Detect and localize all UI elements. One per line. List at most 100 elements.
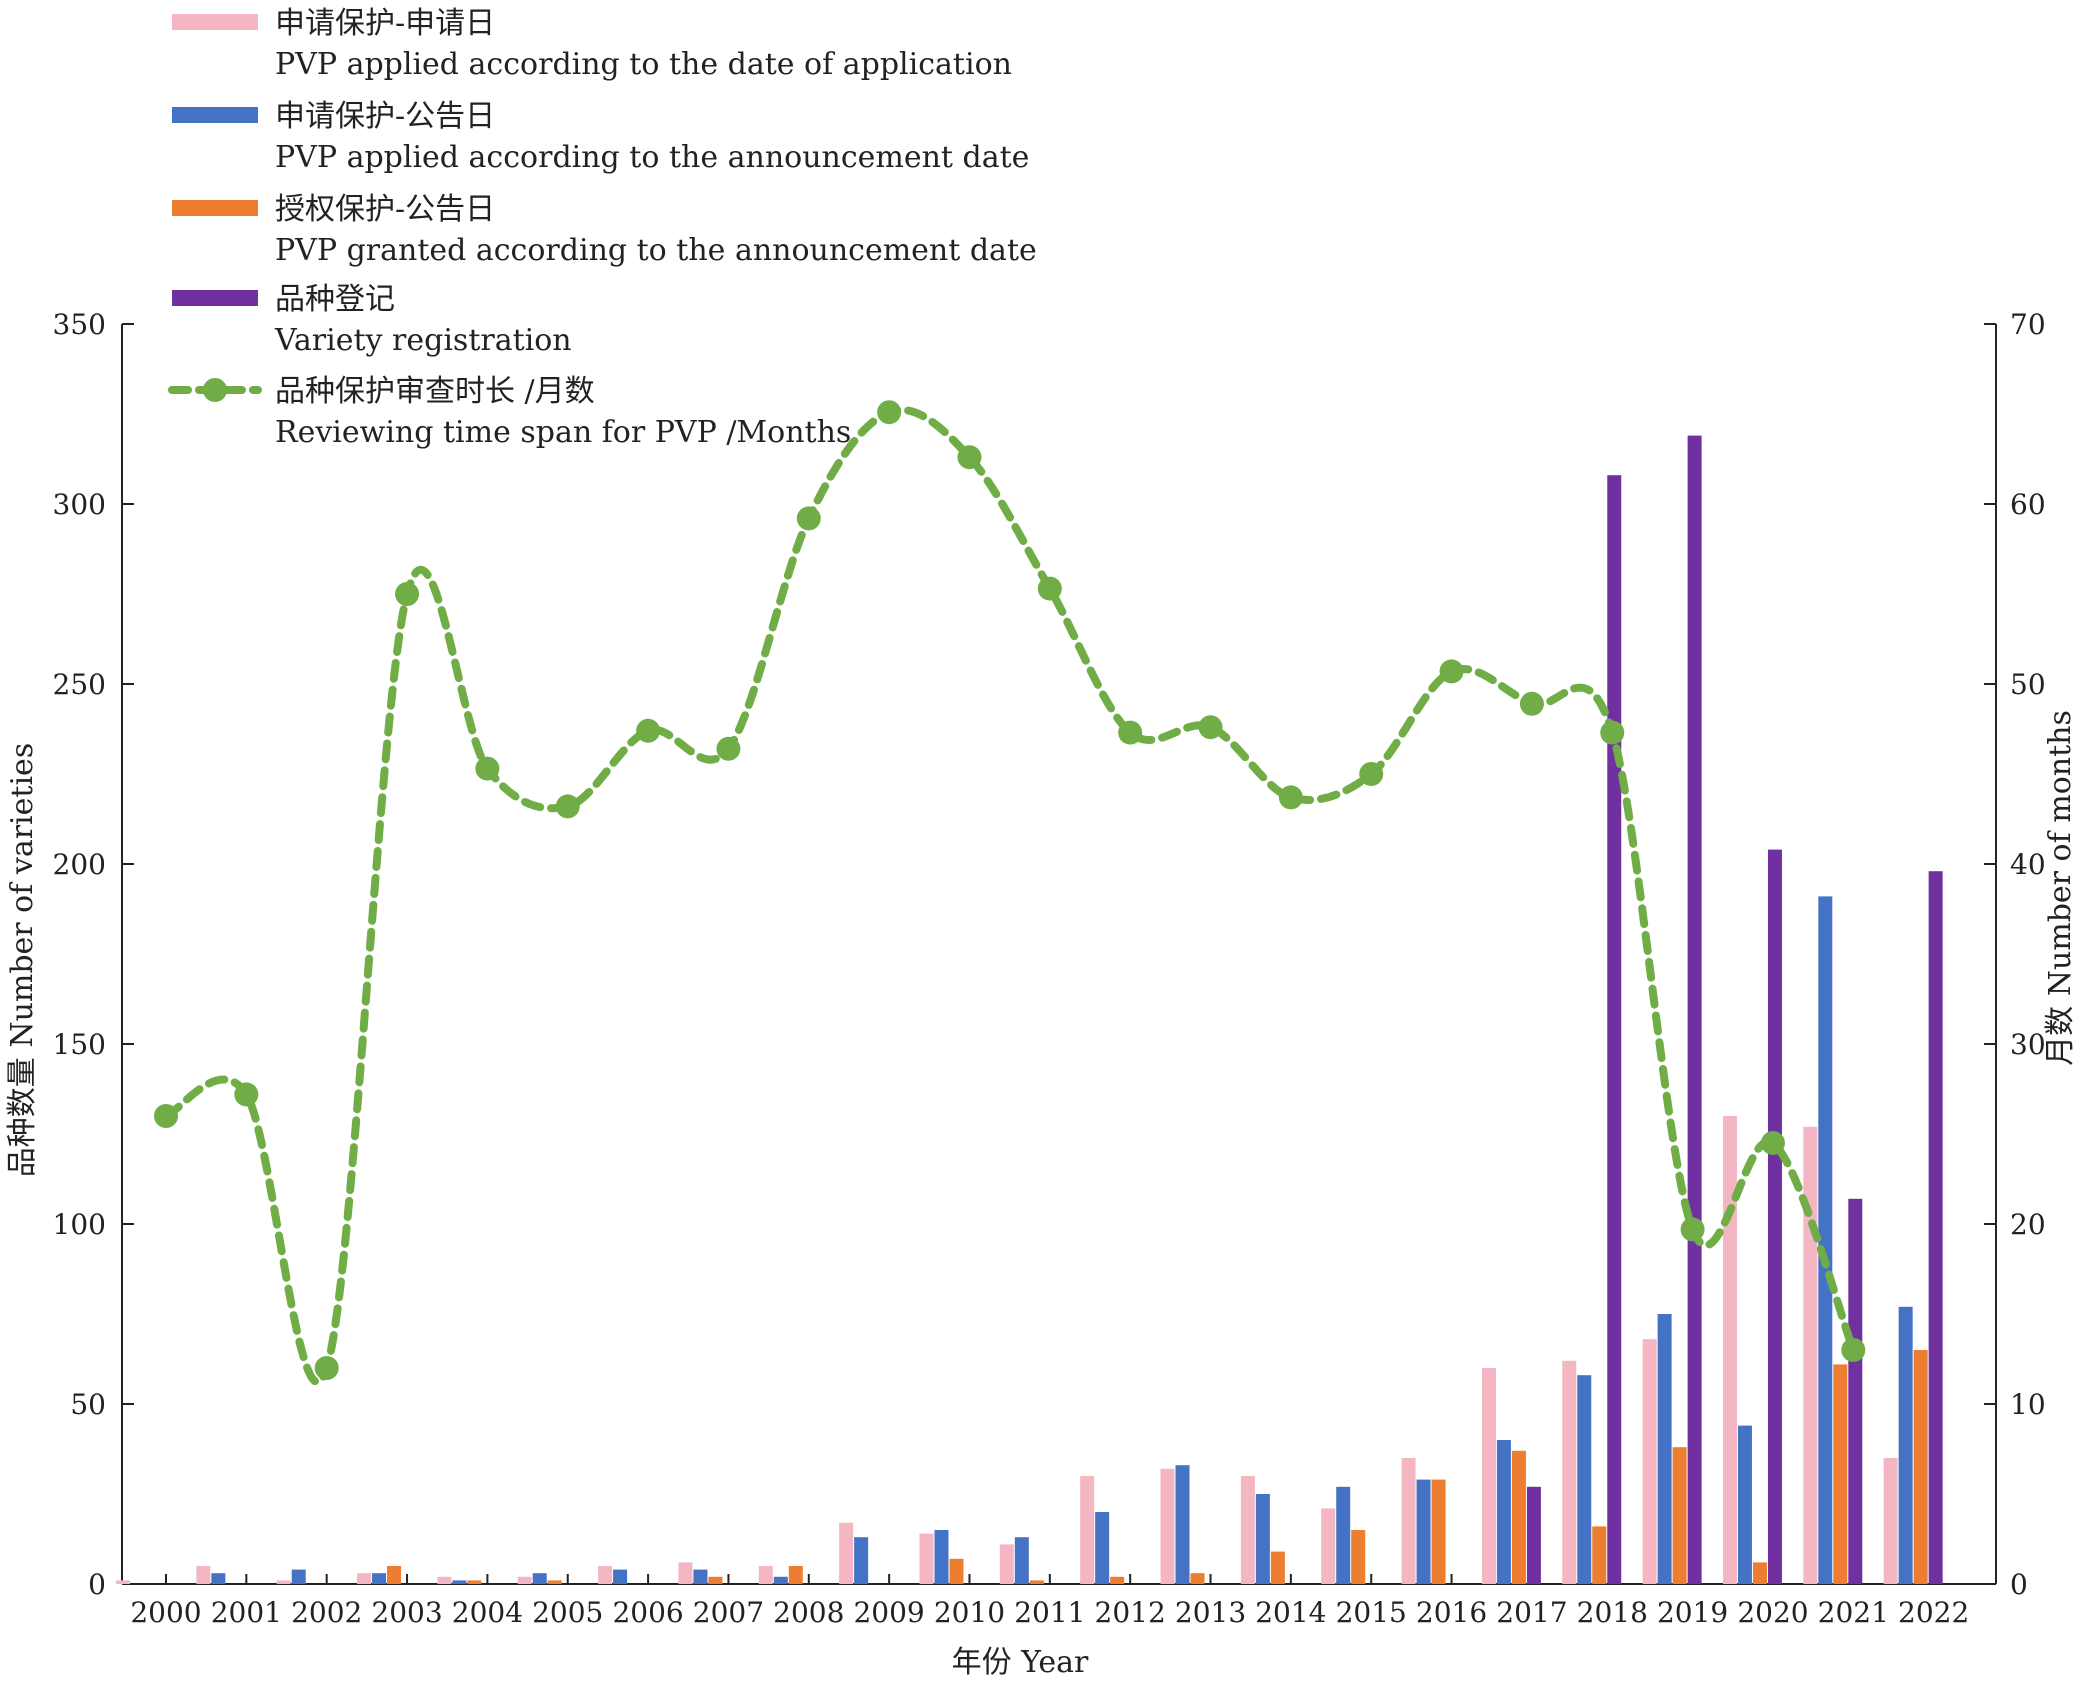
bar <box>854 1537 869 1584</box>
y-tick-label: 350 <box>53 308 106 341</box>
bar <box>1657 1314 1672 1584</box>
legend-label: 授权保护-公告日 <box>275 192 495 227</box>
bar <box>1883 1458 1898 1584</box>
x-tick-label: 2001 <box>211 1596 282 1629</box>
bars <box>116 435 1943 1585</box>
bar <box>1848 1198 1863 1584</box>
bar <box>934 1530 949 1584</box>
bar <box>1014 1537 1029 1584</box>
bar <box>1431 1479 1446 1584</box>
bar <box>1095 1512 1110 1584</box>
x-tick-label: 2012 <box>1095 1596 1166 1629</box>
review-line-point <box>395 582 420 606</box>
x-tick-label: 2014 <box>1255 1596 1326 1629</box>
bar <box>276 1580 291 1584</box>
x-tick-label: 2005 <box>532 1596 603 1629</box>
x-tick-label: 2009 <box>853 1596 924 1629</box>
bar <box>1175 1465 1190 1584</box>
x-tick-label: 2000 <box>130 1596 201 1629</box>
review-line-point <box>636 718 661 743</box>
x-tick-label: 2003 <box>371 1596 442 1629</box>
bar <box>517 1576 532 1584</box>
bar <box>452 1580 467 1584</box>
x-tick-label: 2016 <box>1416 1596 1487 1629</box>
bar <box>467 1580 482 1584</box>
x-tick-label: 2008 <box>773 1596 844 1629</box>
bar <box>1687 435 1702 1585</box>
review-line <box>154 400 1866 1386</box>
bar <box>196 1566 211 1584</box>
legend-label: 品种保护审查时长 /月数 <box>275 374 595 409</box>
x-tick-label: 2007 <box>693 1596 764 1629</box>
legend-label: 申请保护-申请日 <box>275 6 495 41</box>
bar <box>291 1569 306 1584</box>
y2-tick-label: 30 <box>2010 1028 2046 1061</box>
bar <box>708 1576 723 1584</box>
bar <box>1898 1306 1913 1584</box>
bar <box>839 1522 854 1584</box>
y2-tick-label: 10 <box>2010 1388 2046 1421</box>
review-line-point <box>1359 762 1384 786</box>
review-line-point <box>314 1356 339 1380</box>
review-line-point <box>1278 785 1303 810</box>
y2-tick-label: 0 <box>2010 1568 2028 1601</box>
legend-swatch-point <box>203 378 227 402</box>
bar <box>758 1566 773 1584</box>
bar <box>693 1569 708 1584</box>
x-tick-label: 2022 <box>1898 1596 1969 1629</box>
bar <box>1562 1360 1577 1584</box>
y-tick-label: 300 <box>53 488 106 521</box>
bar <box>1592 1526 1607 1584</box>
legend-label-en: PVP granted according to the announcemen… <box>275 233 1037 268</box>
bar <box>1080 1476 1095 1584</box>
bar <box>1351 1530 1366 1584</box>
legend-label-en: Reviewing time span for PVP /Months <box>275 415 851 450</box>
bar <box>1833 1364 1848 1584</box>
x-tick-label: 2011 <box>1014 1596 1085 1629</box>
legend-swatch <box>172 200 258 216</box>
legend: 申请保护-申请日 PVP applied according to the dat… <box>168 6 1037 450</box>
x-tick-label: 2020 <box>1737 1596 1808 1629</box>
legend-label: 品种登记 <box>275 282 395 317</box>
bar <box>116 1580 130 1584</box>
bar <box>211 1573 226 1584</box>
x-axis-title: 年份 Year <box>952 1645 1089 1679</box>
review-line-point <box>234 1082 259 1107</box>
bar <box>1336 1486 1351 1584</box>
bar <box>1818 896 1833 1584</box>
review-line-point <box>1600 720 1625 745</box>
y2-tick-label: 20 <box>2010 1208 2046 1241</box>
bar <box>1607 475 1622 1585</box>
bar <box>788 1566 803 1584</box>
bar <box>1913 1350 1928 1584</box>
bar <box>1481 1368 1496 1584</box>
review-line-point <box>877 400 902 425</box>
bar <box>1803 1126 1818 1584</box>
bar <box>387 1566 402 1584</box>
review-line-path <box>162 406 1858 1386</box>
bar <box>773 1576 788 1584</box>
bar <box>437 1576 452 1584</box>
x-tick-label: 2021 <box>1818 1596 1889 1629</box>
y-axis-title: 品种数量 Number of varieties <box>5 743 40 1177</box>
bar <box>1722 1116 1737 1584</box>
bar <box>547 1580 562 1584</box>
review-line-point <box>1519 691 1544 716</box>
legend-swatch <box>172 290 258 306</box>
bar <box>1401 1458 1416 1584</box>
bar <box>1672 1447 1687 1584</box>
y2-tick-label: 50 <box>2010 668 2046 701</box>
bar <box>1255 1494 1270 1584</box>
bar <box>1928 871 1943 1584</box>
bar <box>372 1573 387 1584</box>
bar <box>1496 1440 1511 1584</box>
review-line-point <box>1760 1131 1785 1155</box>
x-tick-label: 2004 <box>452 1596 523 1629</box>
x-tick-label: 2006 <box>612 1596 683 1629</box>
bar <box>1737 1425 1752 1584</box>
bar <box>357 1573 372 1584</box>
bar <box>1029 1580 1044 1584</box>
bar <box>532 1573 547 1584</box>
